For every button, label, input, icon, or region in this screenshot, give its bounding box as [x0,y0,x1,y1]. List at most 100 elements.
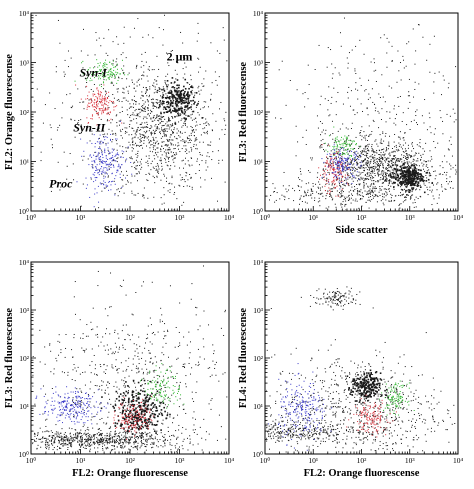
scatter-point [408,173,410,175]
scatter-point [385,178,387,180]
scatter-point [179,131,181,133]
scatter-point [134,161,136,163]
scatter-point [384,101,386,103]
scatter-point [160,122,162,124]
scatter-point [378,156,380,158]
scatter-point [380,161,382,163]
scatter-point [413,96,415,98]
scatter-point [365,183,367,185]
scatter-point [113,102,115,104]
scatter-point [143,433,145,435]
scatter-point [200,177,202,179]
scatter-point [134,136,136,138]
scatter-point [167,140,169,142]
scatter-point [113,149,115,151]
scatter-point [93,93,95,95]
scatter-point [83,150,85,152]
scatter-point [131,192,133,194]
scatter-point [103,130,105,132]
scatter-point [156,154,158,156]
scatter-point [351,175,353,177]
scatter-point [198,71,200,73]
scatter-point [359,184,361,186]
scatter-point [418,178,421,180]
scatter-point [418,145,420,147]
scatter-point [173,131,175,133]
scatter-point [164,80,166,82]
scatter-point [81,438,83,440]
scatter-point [391,151,393,153]
scatter-point [363,187,365,189]
scatter-point [394,163,396,165]
scatter-point [361,150,363,152]
scatter-point [371,144,373,146]
scatter-point [95,166,97,168]
scatter-point [189,115,191,117]
scatter-point [108,78,110,80]
scatter-point [99,84,101,86]
scatter-point [370,176,372,178]
scatter-point [358,156,360,158]
scatter-point [167,151,169,153]
scatter-point [159,100,161,102]
scatter-point [51,144,53,146]
scatter-point [102,67,104,69]
scatter-point [212,113,214,115]
scatter-point [315,183,317,185]
scatter-point [68,441,70,443]
scatter-point [129,120,131,122]
scatter-point [337,153,339,155]
scatter-point [96,129,98,131]
scatter-point [408,191,411,194]
scatter-point [414,165,416,167]
scatter-point [201,160,203,162]
scatter-point [97,439,99,441]
scatter-point [415,167,417,169]
scatter-point [80,439,82,441]
scatter-point [360,164,362,166]
scatter-point [355,167,357,169]
scatter-point [167,124,169,126]
scatter-point [175,90,177,92]
scatter-point [122,69,124,71]
scatter-point [138,78,140,80]
scatter-point [210,93,212,95]
scatter-point [321,176,323,178]
x-tick-label: 10⁴ [224,456,235,465]
scatter-point [395,177,397,179]
scatter-point [357,156,359,158]
scatter-point [99,433,101,435]
scatter-point [104,441,106,443]
scatter-point [376,201,378,203]
scatter-point [153,92,155,94]
scatter-point [143,103,145,105]
scatter-point [161,127,163,129]
scatter-point [116,169,118,171]
scatter-point [112,64,114,66]
scatter-point [299,189,301,191]
scatter-point [364,159,366,161]
scatter-point [341,143,343,145]
scatter-point [152,116,154,118]
scatter-point [137,449,139,451]
scatter-point [400,169,403,171]
scatter-point [46,444,48,446]
scatter-point [338,152,340,154]
y-tick-label: 10⁰ [252,207,263,216]
scatter-point [100,162,102,164]
scatter-point [164,129,166,131]
scatter-point [146,75,148,77]
scatter-point [104,173,106,175]
scatter-point [176,87,178,90]
scatter-point [68,437,70,439]
scatter-point [373,182,375,184]
scatter-point [370,155,372,157]
scatter-point [373,156,375,158]
scatter-point [141,110,143,112]
scatter-point [132,137,134,139]
scatter-point [142,195,144,197]
scatter-point [372,172,374,174]
scatter-point [396,176,398,179]
scatter-point [410,197,412,199]
scatter-point [347,158,349,160]
